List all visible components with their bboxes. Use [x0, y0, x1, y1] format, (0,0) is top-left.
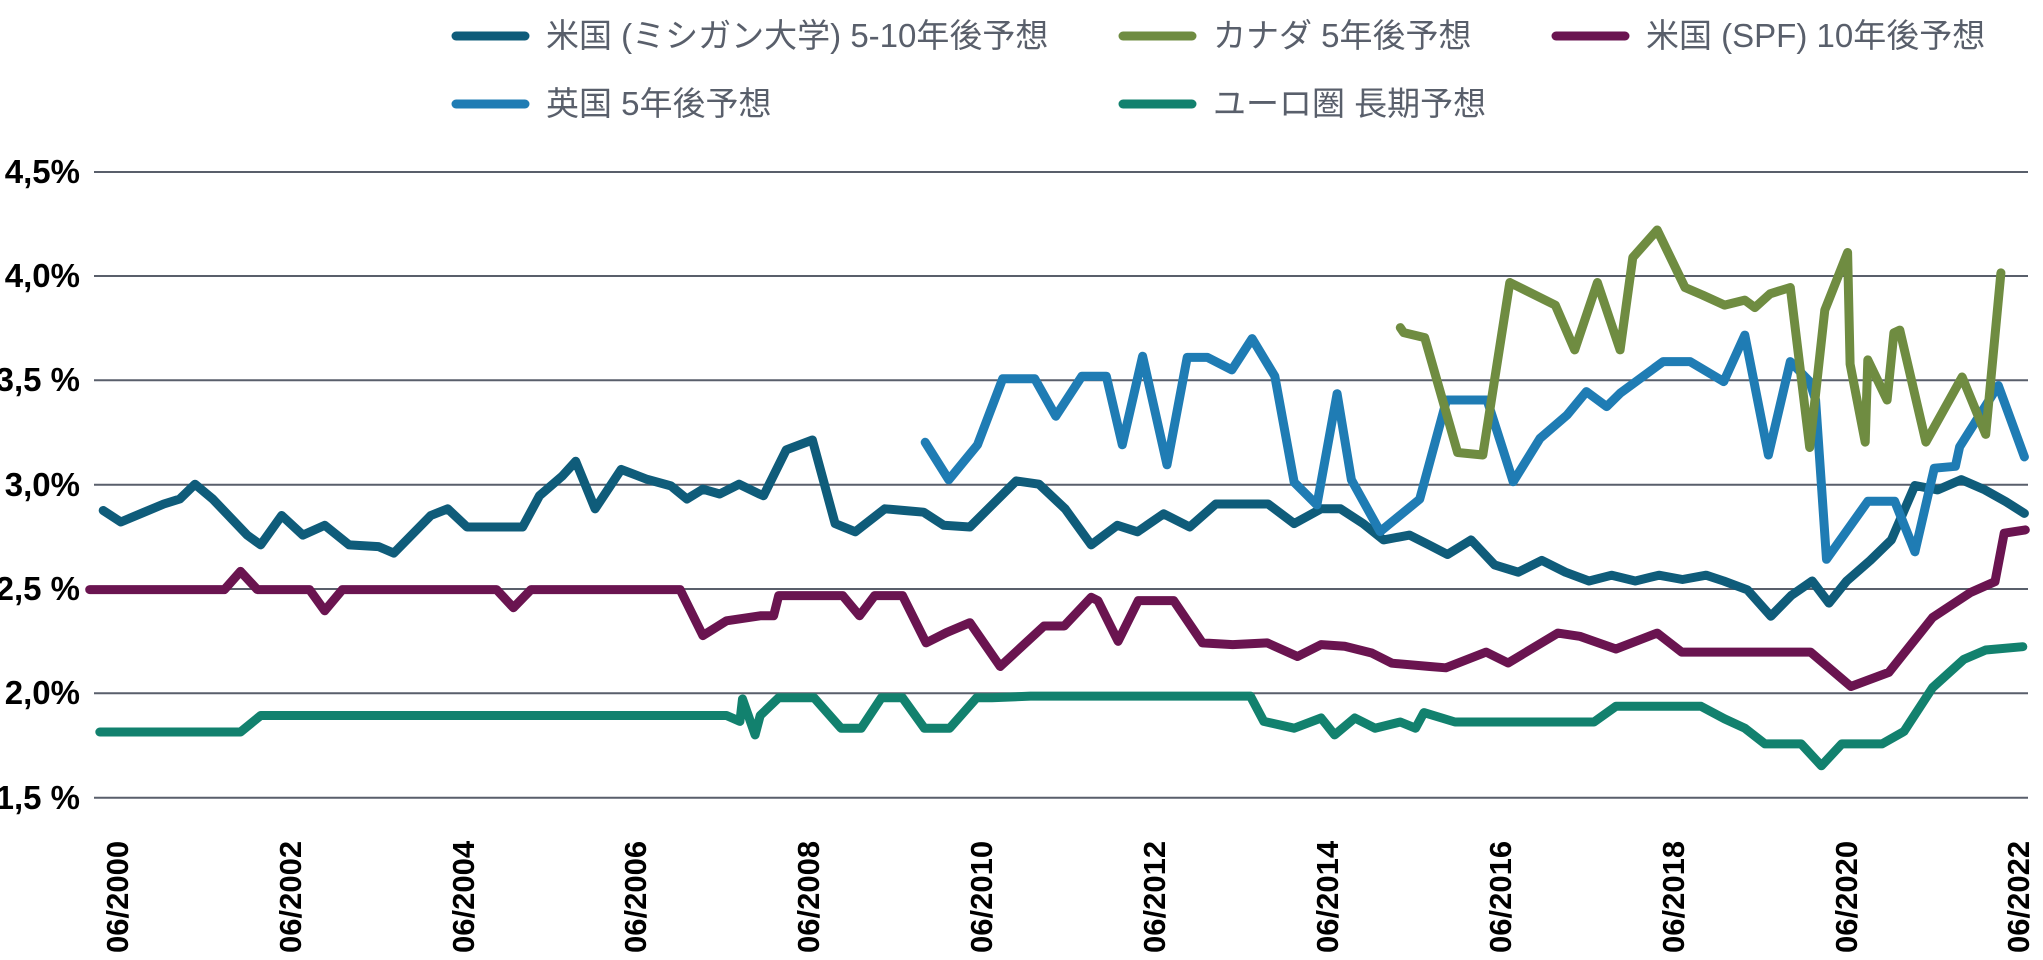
svg-text:1,5 %: 1,5 %	[0, 779, 80, 816]
svg-text:4,5%: 4,5%	[5, 153, 80, 190]
svg-text:米国 (ミシガン大学) 5-10年後予想: 米国 (ミシガン大学) 5-10年後予想	[546, 17, 1048, 54]
svg-text:06/2020: 06/2020	[1829, 841, 1864, 953]
svg-text:4,0%: 4,0%	[5, 257, 80, 294]
svg-text:英国 5年後予想: 英国 5年後予想	[546, 85, 772, 122]
svg-text:2,0%: 2,0%	[5, 674, 80, 711]
svg-text:米国 (SPF) 10年後予想: 米国 (SPF) 10年後予想	[1646, 17, 1985, 54]
svg-text:カナダ 5年後予想: カナダ 5年後予想	[1213, 17, 1472, 54]
svg-text:06/2008: 06/2008	[791, 841, 826, 953]
svg-text:06/2016: 06/2016	[1483, 841, 1518, 953]
svg-text:ユーロ圏 長期予想: ユーロ圏 長期予想	[1213, 85, 1486, 122]
svg-text:06/2000: 06/2000	[100, 841, 135, 953]
svg-text:06/2004: 06/2004	[446, 840, 481, 953]
svg-text:06/2012: 06/2012	[1137, 841, 1172, 953]
svg-text:06/2022: 06/2022	[2001, 841, 2036, 953]
svg-text:06/2010: 06/2010	[964, 841, 999, 953]
svg-text:06/2014: 06/2014	[1310, 840, 1345, 953]
svg-text:2,5 %: 2,5 %	[0, 570, 80, 607]
svg-text:3,5 %: 3,5 %	[0, 361, 80, 398]
svg-text:06/2002: 06/2002	[273, 841, 308, 953]
svg-text:06/2006: 06/2006	[618, 841, 653, 953]
svg-text:06/2018: 06/2018	[1656, 841, 1691, 953]
svg-text:3,0%: 3,0%	[5, 466, 80, 503]
